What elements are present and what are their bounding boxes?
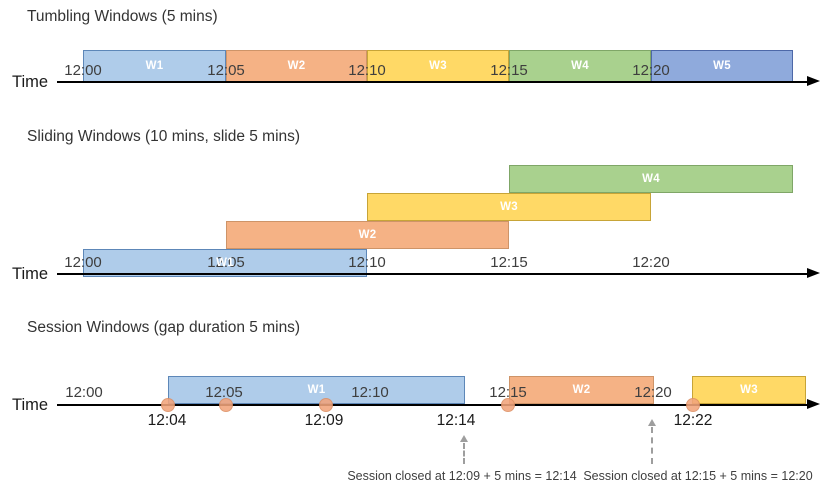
axis-tick-label: 12:05 [207,62,245,79]
window-w3 [367,50,509,82]
section-title: Session Windows (gap duration 5 mins) [27,319,301,336]
window-label: W2 [572,384,591,396]
window-w5 [651,50,793,82]
axis-tick-label: 12:20 [634,384,672,401]
session-closed-annotation: Session closed at 12:09 + 5 mins = 12:14 [347,469,577,483]
annotation-arrow-icon [648,419,656,426]
event-time-label: 12:22 [673,412,713,429]
window-label: W3 [500,201,518,213]
window-w1 [83,249,367,277]
window-w4 [509,165,793,193]
time-axis-line [57,404,807,406]
time-axis-label: Time [12,396,49,414]
window-w4 [509,50,651,82]
event-dot [161,398,175,412]
window-w3 [692,376,806,404]
window-w2 [226,221,509,249]
axis-tick-label: 12:05 [207,254,245,271]
window-w1 [168,376,465,404]
axis-tick-label: 12:10 [351,384,389,401]
annotation-arrow-icon [460,435,468,442]
event-time-label: 12:14 [436,412,476,429]
window-w1 [83,50,226,82]
window-label: W4 [571,60,589,72]
axis-arrowhead-icon [807,268,820,278]
window-label: W2 [358,229,377,241]
window-w2 [509,376,654,404]
axis-tick-label: 12:15 [490,254,528,271]
session-closed-annotation: Session closed at 12:15 + 5 mins = 12:20 [583,469,813,483]
time-axis-label: Time [12,73,49,91]
window-label: W4 [642,173,660,185]
window-label: W1 [145,60,164,72]
axis-tick-label: 12:00 [64,62,102,79]
axis-arrowhead-icon [807,399,820,409]
annotation-arrow-line [651,427,653,464]
axis-arrowhead-icon [807,76,820,86]
annotation-arrow-line [463,443,465,464]
window-label: W3 [429,60,447,72]
axis-tick-label: 12:00 [65,384,103,401]
axis-tick-label: 12:15 [490,62,528,79]
time-axis-line [57,81,807,83]
section-title: Tumbling Windows (5 mins) [27,8,218,25]
window-label: W1 [307,384,326,396]
window-label: W1 [216,257,234,269]
window-w3 [367,193,651,221]
axis-tick-label: 12:20 [632,254,670,271]
window-label: W2 [287,60,306,72]
axis-tick-label: 12:05 [205,384,243,401]
axis-tick-label: 12:10 [348,62,386,79]
axis-tick-label: 12:00 [64,254,102,271]
axis-tick-label: 12:15 [489,384,527,401]
window-label: W3 [740,384,758,396]
time-axis-label: Time [12,265,49,283]
section-title: Sliding Windows (10 mins, slide 5 mins) [27,128,301,145]
event-dot [219,398,233,412]
axis-tick-label: 12:20 [632,62,670,79]
event-dot [319,398,333,412]
event-dot [501,398,515,412]
event-time-label: 12:09 [304,412,344,429]
axis-tick-label: 12:10 [348,254,386,271]
window-label: W5 [713,60,731,72]
event-time-label: 12:04 [147,412,187,429]
event-dot [686,398,700,412]
time-axis-line [57,273,807,275]
